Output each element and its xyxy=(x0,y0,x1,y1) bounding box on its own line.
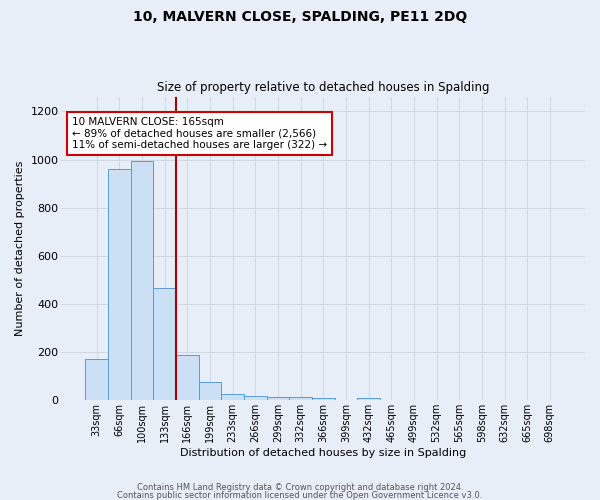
Bar xyxy=(357,398,380,400)
Bar xyxy=(108,169,131,400)
Text: 10 MALVERN CLOSE: 165sqm
← 89% of detached houses are smaller (2,566)
11% of sem: 10 MALVERN CLOSE: 165sqm ← 89% of detach… xyxy=(72,116,327,150)
Text: Contains public sector information licensed under the Open Government Licence v3: Contains public sector information licen… xyxy=(118,490,482,500)
Text: Contains HM Land Registry data © Crown copyright and database right 2024.: Contains HM Land Registry data © Crown c… xyxy=(137,484,463,492)
Bar xyxy=(266,397,289,400)
Text: 10, MALVERN CLOSE, SPALDING, PE11 2DQ: 10, MALVERN CLOSE, SPALDING, PE11 2DQ xyxy=(133,10,467,24)
Bar xyxy=(244,396,266,400)
X-axis label: Distribution of detached houses by size in Spalding: Distribution of detached houses by size … xyxy=(180,448,466,458)
Bar xyxy=(289,398,312,400)
Bar xyxy=(221,394,244,400)
Bar xyxy=(199,382,221,400)
Bar xyxy=(312,398,335,400)
Bar xyxy=(85,359,108,400)
Bar xyxy=(131,160,153,400)
Bar xyxy=(176,356,199,400)
Title: Size of property relative to detached houses in Spalding: Size of property relative to detached ho… xyxy=(157,82,490,94)
Bar xyxy=(153,288,176,400)
Y-axis label: Number of detached properties: Number of detached properties xyxy=(15,160,25,336)
